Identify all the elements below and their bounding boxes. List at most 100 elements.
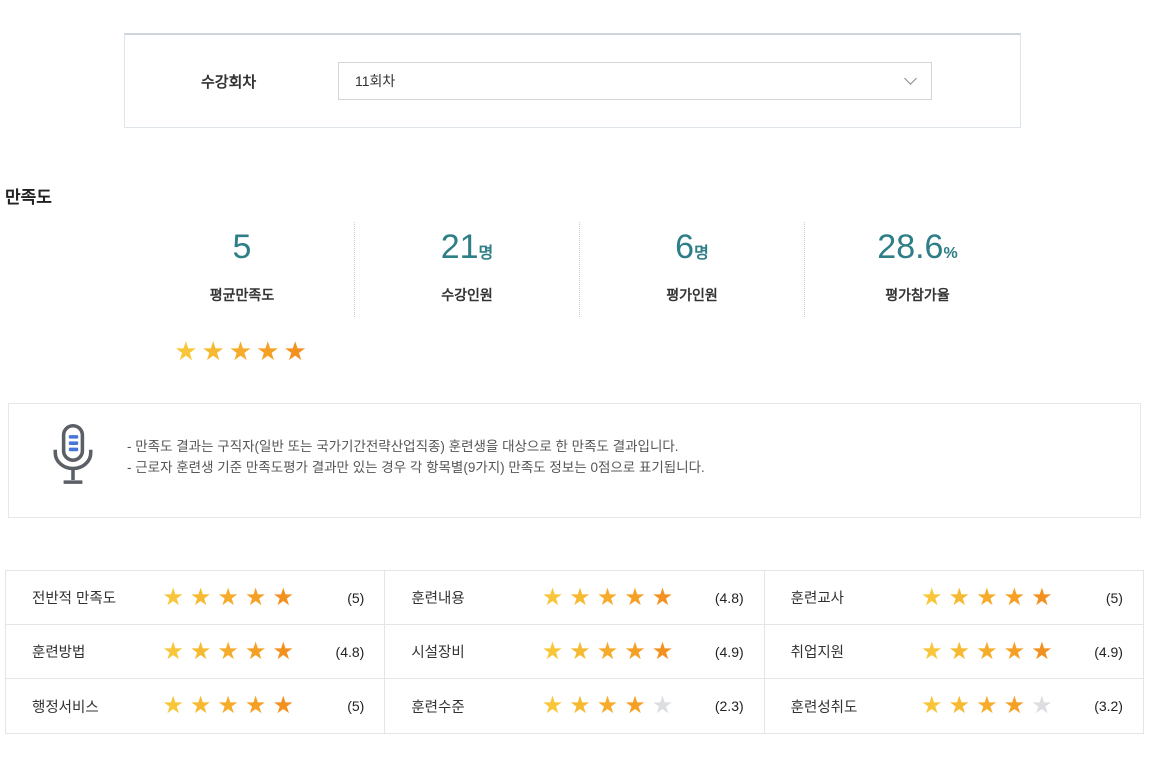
star-filled-icon: ★ bbox=[569, 637, 597, 665]
star-filled-icon: ★ bbox=[976, 637, 1004, 665]
star-filled-icon: ★ bbox=[244, 583, 273, 611]
rating-label: 훈련방법 bbox=[32, 645, 86, 661]
star-filled-icon: ★ bbox=[201, 336, 229, 366]
star-filled-icon: ★ bbox=[921, 692, 949, 719]
star-filled-icon: ★ bbox=[283, 336, 311, 366]
star-filled-icon: ★ bbox=[569, 692, 597, 719]
rating-score: (4.9) bbox=[1094, 643, 1123, 660]
page-title: 만족도 bbox=[5, 188, 52, 207]
star-filled-icon: ★ bbox=[272, 583, 300, 611]
stat-value: 21명 bbox=[440, 228, 494, 266]
course-round-select[interactable]: 11회차 bbox=[338, 62, 932, 100]
rating-cell: 취업지원 ★★★★★ (4.9) bbox=[765, 625, 1143, 678]
chevron-down-icon bbox=[904, 72, 917, 85]
stat-value: 5 bbox=[232, 228, 252, 266]
rating-score: (4.8) bbox=[714, 589, 744, 606]
star-filled-icon: ★ bbox=[217, 637, 245, 665]
star-filled-icon: ★ bbox=[976, 583, 1004, 611]
rating-score: (4.9) bbox=[714, 643, 744, 660]
satisfaction-stats: 5 평균만족도 21명 수강인원 6명 평가인원 28.6% 평가참가율 bbox=[130, 222, 1030, 317]
star-filled-icon: ★ bbox=[272, 692, 300, 719]
notice-box: - 만족도 결과는 구직자(일반 또는 국가기간전략산업직종) 훈련생을 대상으… bbox=[8, 403, 1141, 518]
star-filled-icon: ★ bbox=[1031, 583, 1059, 611]
stat-label: 평가참가율 bbox=[885, 287, 950, 303]
ratings-row: 전반적 만족도 ★★★★★ (5) 훈련내용 ★★★★★ (4.8) 훈련교사 ★★★★★ (5… bbox=[6, 571, 1143, 625]
ratings-row: 훈련방법 ★★★★★ (4.8) 시설장비 ★★★★★ (4.9) 취업지원 ★★★★★ (4.… bbox=[6, 625, 1143, 679]
rating-cell: 훈련교사 ★★★★★ (5) bbox=[765, 571, 1143, 624]
rating-label: 훈련성취도 bbox=[790, 699, 858, 716]
star-filled-icon: ★ bbox=[228, 336, 257, 366]
star-filled-icon: ★ bbox=[596, 637, 625, 665]
star-filled-icon: ★ bbox=[541, 637, 570, 665]
rating-cell: 행정서비스 ★★★★★ (5) bbox=[6, 679, 386, 733]
course-round-label: 수강회차 bbox=[201, 73, 257, 91]
star-rating: ★★★★★ bbox=[144, 637, 318, 665]
stat-evaluated-count: 6명 평가인원 bbox=[580, 222, 805, 317]
rating-label: 행정서비스 bbox=[32, 699, 99, 716]
rating-score: (5) bbox=[347, 698, 365, 714]
stat-value: 28.6% bbox=[877, 228, 958, 266]
star-filled-icon: ★ bbox=[651, 637, 680, 665]
notice-line-2: - 근로자 훈련생 기준 만족도평가 결과만 있는 경우 각 항목별(9가지) … bbox=[127, 460, 705, 475]
star-filled-icon: ★ bbox=[624, 637, 652, 665]
stat-label: 평가인원 bbox=[666, 287, 718, 303]
microphone-icon bbox=[53, 423, 93, 484]
star-filled-icon: ★ bbox=[596, 583, 625, 611]
star-filled-icon: ★ bbox=[651, 583, 680, 611]
star-filled-icon: ★ bbox=[948, 583, 977, 611]
star-filled-icon: ★ bbox=[1031, 637, 1059, 665]
star-rating: ★★★★★ bbox=[144, 694, 318, 718]
overall-star-rating: ★★★★★ bbox=[130, 338, 355, 364]
star-empty-icon: ★ bbox=[1031, 692, 1059, 719]
star-filled-icon: ★ bbox=[624, 692, 652, 719]
stat-enrolled-count: 21명 수강인원 bbox=[355, 222, 580, 317]
star-rating: ★★★★★ bbox=[523, 694, 697, 718]
star-filled-icon: ★ bbox=[217, 583, 245, 611]
star-filled-icon: ★ bbox=[921, 637, 949, 665]
rating-score: (2.3) bbox=[714, 698, 744, 714]
star-filled-icon: ★ bbox=[162, 637, 190, 665]
rating-label: 전반적 만족도 bbox=[32, 591, 117, 607]
stat-label: 수강인원 bbox=[441, 287, 493, 303]
ratings-row: 행정서비스 ★★★★★ (5) 훈련수준 ★★★★★ (2.3) 훈련성취도 ★★★★★ (3.… bbox=[6, 679, 1143, 733]
rating-cell: 훈련내용 ★★★★★ (4.8) bbox=[385, 571, 765, 624]
ratings-table: 전반적 만족도 ★★★★★ (5) 훈련내용 ★★★★★ (4.8) 훈련교사 ★★★★★ (5… bbox=[5, 570, 1144, 734]
star-rating: ★★★★★ bbox=[903, 694, 1077, 718]
rating-label: 취업지원 bbox=[790, 645, 845, 661]
star-rating: ★★★★★ bbox=[523, 637, 697, 665]
rating-cell: 훈련방법 ★★★★★ (4.8) bbox=[6, 625, 386, 678]
star-filled-icon: ★ bbox=[162, 692, 190, 719]
rating-score: (5) bbox=[347, 589, 365, 606]
star-filled-icon: ★ bbox=[541, 583, 570, 611]
rating-cell: 훈련성취도 ★★★★★ (3.2) bbox=[765, 679, 1143, 733]
star-rating: ★★★★★ bbox=[144, 583, 318, 611]
stat-participation-rate: 28.6% 평가참가율 bbox=[805, 222, 1030, 317]
rating-cell: 시설장비 ★★★★★ (4.9) bbox=[385, 625, 765, 678]
notice-line-1: - 만족도 결과는 구직자(일반 또는 국가기간전략산업직종) 훈련생을 대상으… bbox=[127, 439, 679, 454]
star-filled-icon: ★ bbox=[1003, 637, 1032, 665]
stat-value: 6명 bbox=[675, 228, 709, 266]
star-empty-icon: ★ bbox=[651, 692, 680, 719]
star-filled-icon: ★ bbox=[596, 692, 625, 719]
star-filled-icon: ★ bbox=[272, 637, 300, 665]
star-rating: ★★★★★ bbox=[903, 637, 1077, 665]
star-filled-icon: ★ bbox=[189, 637, 218, 665]
star-filled-icon: ★ bbox=[624, 583, 652, 611]
star-rating: ★★★★★ bbox=[523, 583, 697, 611]
star-filled-icon: ★ bbox=[1003, 692, 1032, 719]
rating-score: (4.8) bbox=[335, 643, 365, 660]
rating-label: 훈련내용 bbox=[411, 591, 465, 607]
star-filled-icon: ★ bbox=[976, 692, 1004, 719]
rating-cell: 훈련수준 ★★★★★ (2.3) bbox=[385, 679, 765, 733]
star-filled-icon: ★ bbox=[948, 692, 977, 719]
star-filled-icon: ★ bbox=[174, 336, 202, 366]
star-filled-icon: ★ bbox=[256, 336, 284, 366]
star-filled-icon: ★ bbox=[162, 583, 190, 611]
course-round-filter-box: 수강회차 11회차 bbox=[124, 33, 1021, 128]
rating-label: 훈련수준 bbox=[411, 699, 465, 716]
notice-text: - 만족도 결과는 구직자(일반 또는 국가기간전략산업직종) 훈련생을 대상으… bbox=[127, 436, 705, 478]
star-filled-icon: ★ bbox=[1003, 583, 1032, 611]
rating-score: (3.2) bbox=[1094, 698, 1123, 714]
star-filled-icon: ★ bbox=[569, 583, 597, 611]
course-round-selected-value: 11회차 bbox=[355, 73, 396, 89]
